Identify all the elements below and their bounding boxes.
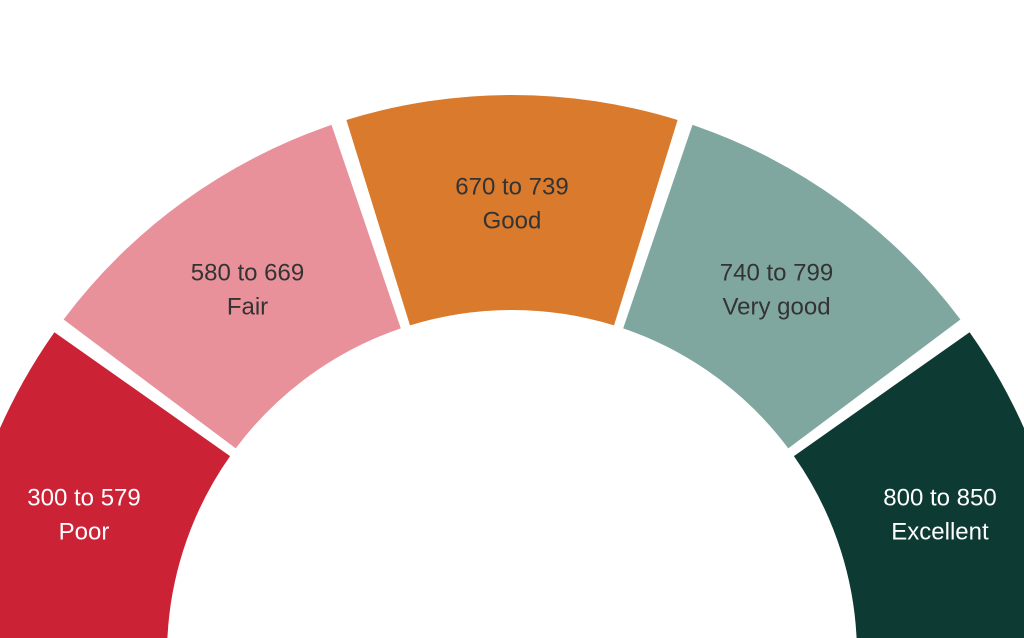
gauge-label-rating: Excellent	[891, 518, 989, 545]
gauge-label-rating: Good	[483, 207, 542, 234]
gauge-label-range: 580 to 669	[191, 259, 304, 286]
gauge-label-range: 800 to 850	[883, 484, 996, 511]
gauge-label-rating: Very good	[722, 293, 830, 320]
gauge-svg: 300 to 579 Poor 580 to 669 Fair 670 to 739 Go…	[0, 0, 1024, 638]
gauge-label-rating: Fair	[227, 293, 268, 320]
gauge-label-rating: Poor	[59, 518, 110, 545]
gauge-label-range: 300 to 579	[27, 484, 140, 511]
credit-score-gauge: 300 to 579 Poor 580 to 669 Fair 670 to 739 Go…	[0, 0, 1024, 638]
gauge-label-range: 670 to 739	[455, 173, 568, 200]
gauge-label-range: 740 to 799	[720, 259, 833, 286]
